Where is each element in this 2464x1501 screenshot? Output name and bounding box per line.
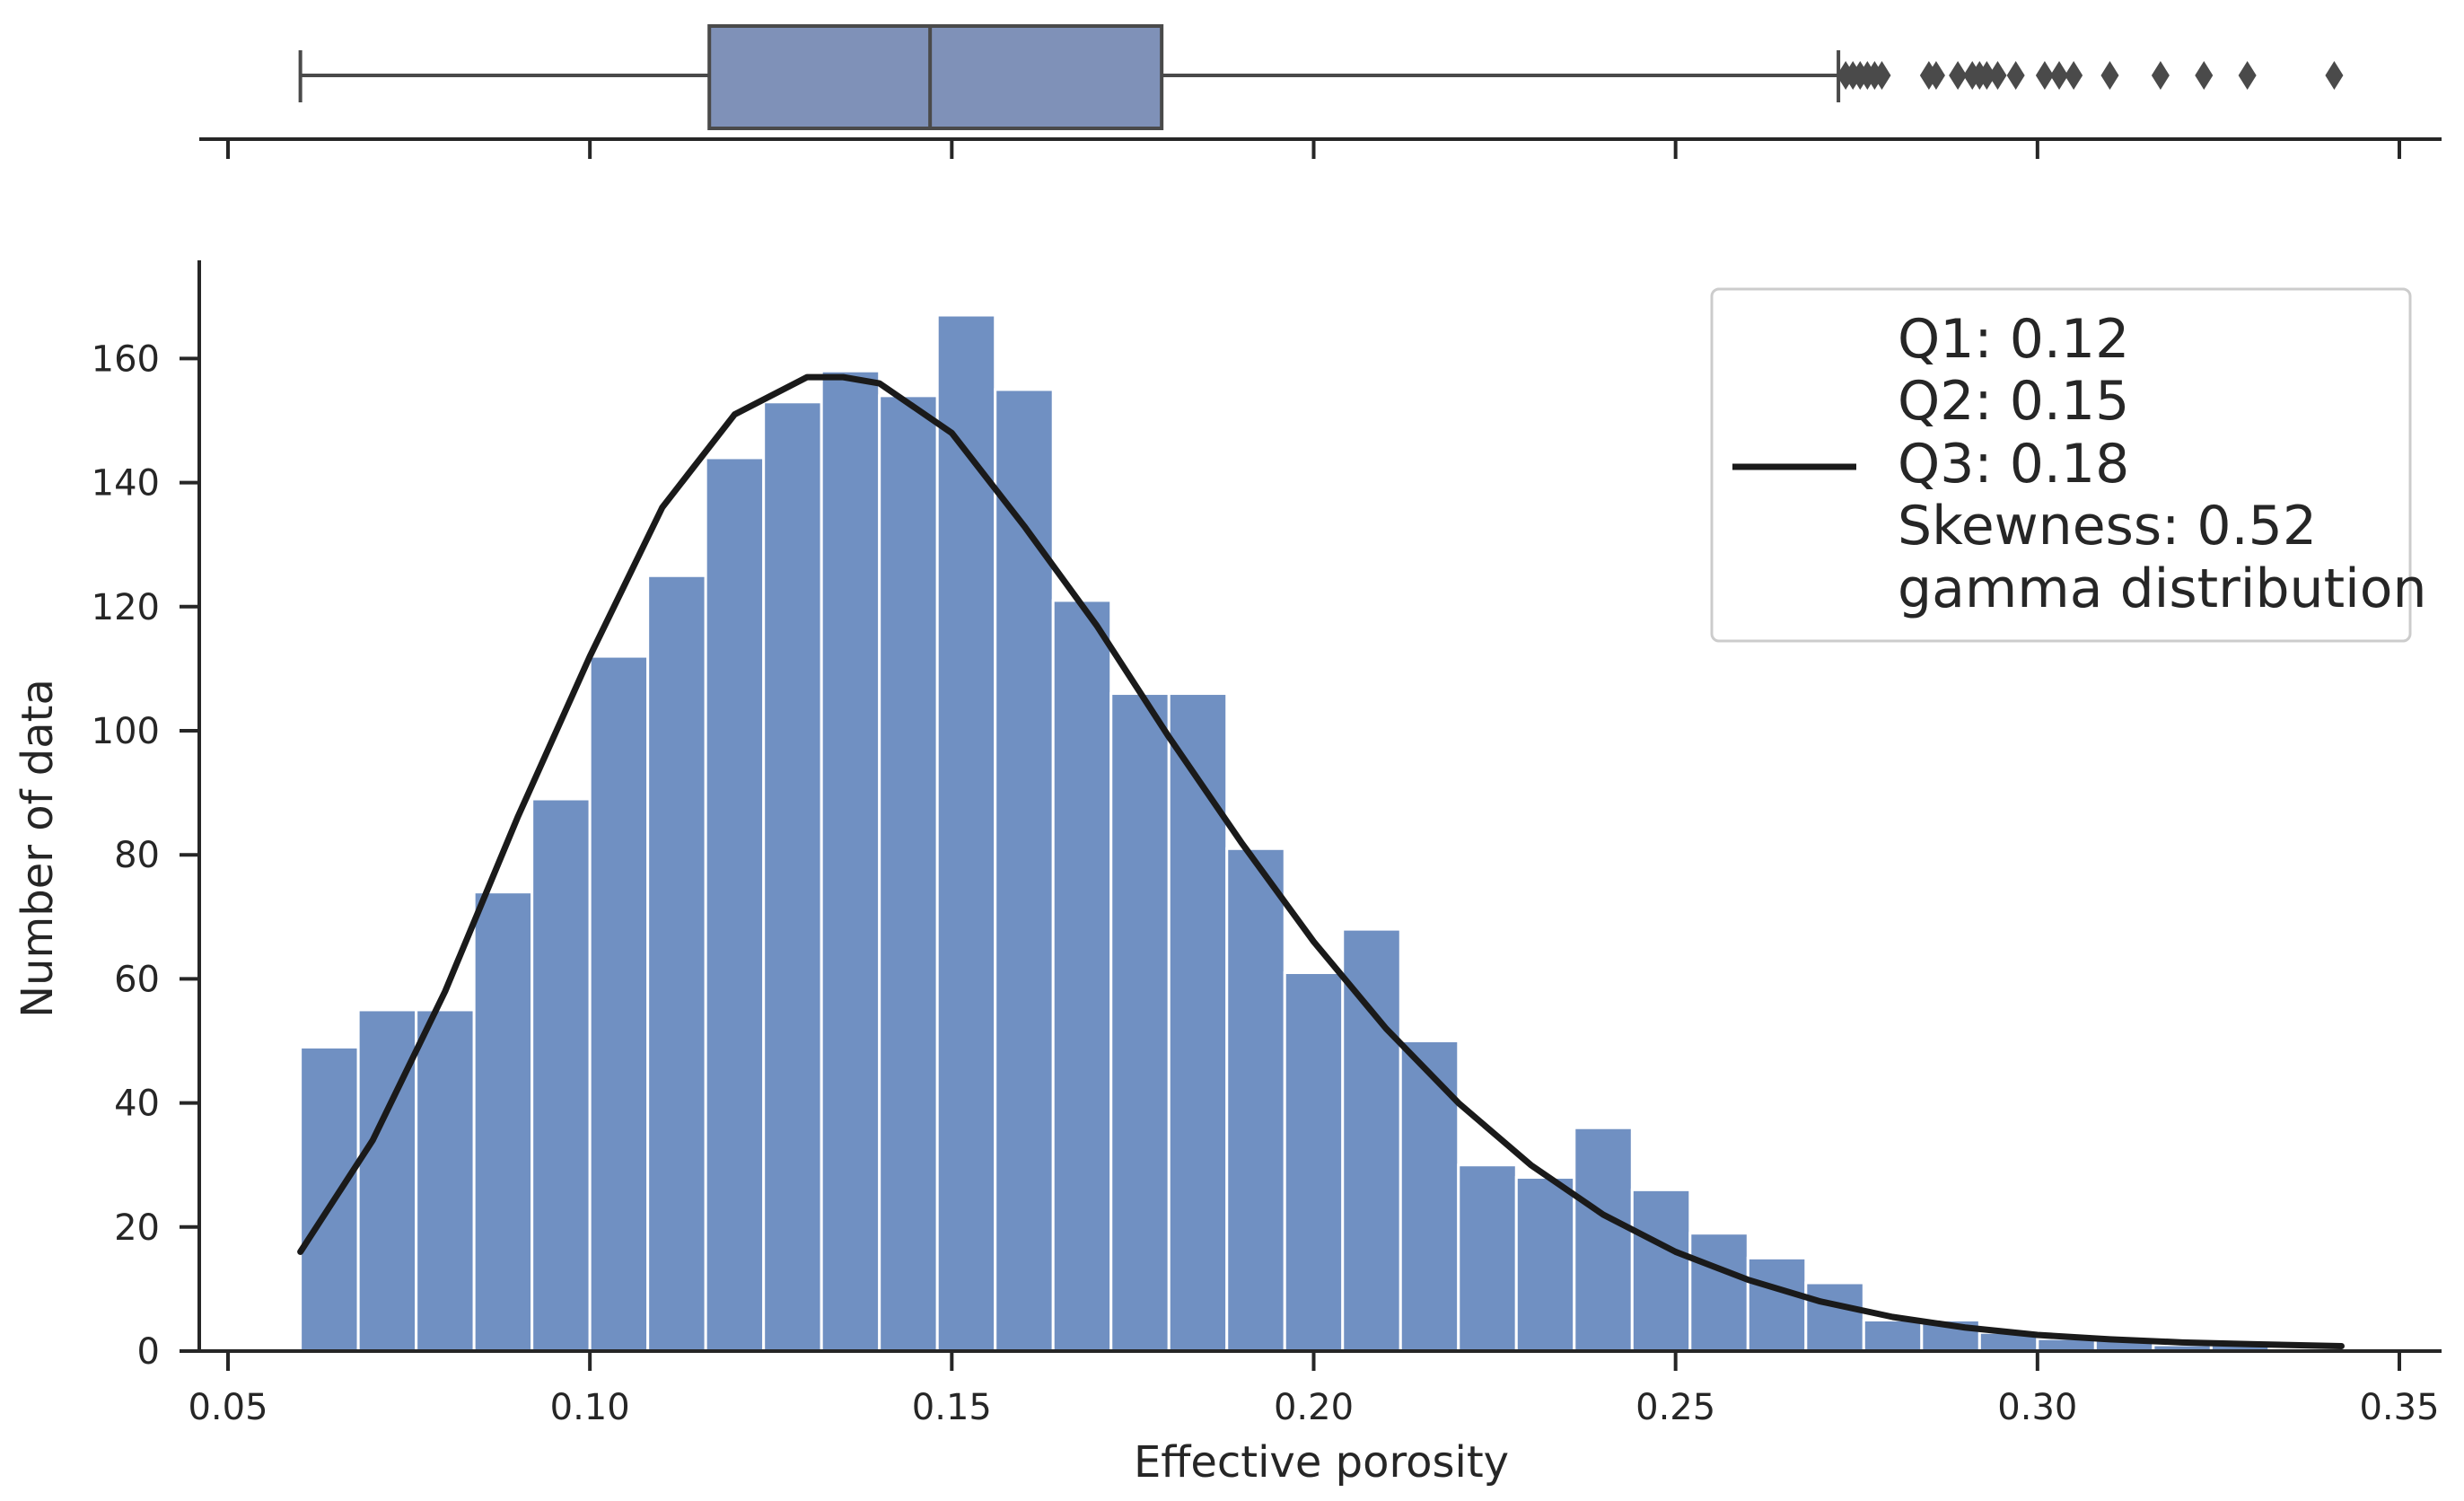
histogram-bar [1688, 1232, 1749, 1353]
histogram-bar [1225, 847, 1286, 1353]
boxplot-outlier [1977, 61, 1996, 90]
y-tick-label: 100 [92, 711, 160, 752]
histogram-bar [1514, 1176, 1576, 1353]
histogram-bar [1630, 1188, 1692, 1353]
boxplot-outlier [2325, 61, 2344, 90]
x-tick-label: 0.20 [1274, 1387, 1354, 1428]
histogram-bar [1457, 1163, 1518, 1353]
y-tick-label: 40 [114, 1084, 160, 1125]
y-axis-title: Number of data [13, 679, 63, 1018]
boxplot-outlier [1949, 61, 1968, 90]
gamma-fit-curve [297, 373, 2345, 1349]
legend-frame [1710, 287, 2412, 643]
y-tick-label: 0 [137, 1331, 160, 1373]
y-tick-label: 80 [114, 835, 160, 876]
boxplot-outlier [2065, 61, 2083, 90]
x-tick-label: 0.30 [1997, 1387, 2077, 1428]
histogram-bar [1051, 599, 1113, 1353]
boxplot-outlier [2050, 61, 2069, 90]
boxplot-outlier [2238, 61, 2257, 90]
histogram-bar [935, 313, 997, 1353]
histogram-bars [299, 313, 2328, 1353]
histogram-bar [1109, 692, 1171, 1353]
legend: Q1: 0.12 Q2: 0.15 Q3: 0.18 Skewness: 0.5… [1710, 287, 2427, 643]
x-tick-label: 0.25 [1635, 1387, 1715, 1428]
histogram-bar [299, 1045, 360, 1353]
legend-line-q3: Q3: 0.18 [1898, 433, 2129, 496]
histogram-bar [1399, 1040, 1460, 1353]
legend-line-q1: Q1: 0.12 [1898, 308, 2129, 371]
y-tick-label: 120 [92, 587, 160, 628]
histogram-bar [762, 400, 823, 1353]
histogram-axes: 0.05 0.10 0.15 0.20 0.25 0.30 0.35 0 20 40 60 80 100… [92, 260, 2442, 1428]
histogram-bar [1341, 927, 1402, 1353]
x-tick-label: 0.35 [2359, 1387, 2439, 1428]
y-tick-label: 20 [114, 1207, 160, 1249]
fit-curve-layer [297, 373, 2345, 1349]
y-tick-label: 140 [92, 463, 160, 505]
histogram-bar [531, 797, 592, 1353]
histogram-bar [1804, 1281, 1865, 1353]
y-tick-label: 160 [92, 338, 160, 380]
histogram-bar [646, 574, 707, 1353]
histogram-bar [588, 654, 650, 1353]
histogram-bar [994, 388, 1055, 1353]
histogram-bar [356, 1008, 418, 1353]
legend-line-q2: Q2: 0.15 [1898, 370, 2129, 433]
x-tick-label: 0.15 [912, 1387, 992, 1428]
histogram-bar [878, 394, 939, 1353]
histogram-bar [820, 369, 881, 1353]
boxplot-outlier [1988, 61, 2007, 90]
boxplot-iqr-box [707, 24, 1164, 130]
boxplot-outlier [2151, 61, 2170, 90]
x-tick-label: 0.05 [188, 1387, 267, 1428]
boxplot-outlier [1872, 61, 1891, 90]
histogram-bar [1746, 1256, 1808, 1353]
histogram-bar [1167, 692, 1229, 1353]
histogram-bar [704, 456, 766, 1353]
x-axis-title: Effective porosity [1134, 1437, 1509, 1488]
boxplot-outlier [2195, 61, 2214, 90]
histogram-bar [1283, 970, 1345, 1353]
x-tick-label: 0.10 [550, 1387, 630, 1428]
histogram-bar [415, 1008, 476, 1353]
boxplot-outlier [2006, 61, 2025, 90]
histogram-bar [1573, 1126, 1634, 1353]
boxplot-outlier [2035, 61, 2054, 90]
boxplot-outlier [2100, 61, 2119, 90]
boxplot-outlier [1926, 61, 1945, 90]
histogram-bar [1862, 1318, 1924, 1353]
legend-line-distribution: gamma distribution [1898, 557, 2427, 620]
boxplot-panel [199, 24, 2442, 159]
legend-line-skewness: Skewness: 0.52 [1898, 495, 2317, 557]
histogram-bar [472, 891, 534, 1353]
y-tick-label: 60 [114, 959, 160, 1000]
